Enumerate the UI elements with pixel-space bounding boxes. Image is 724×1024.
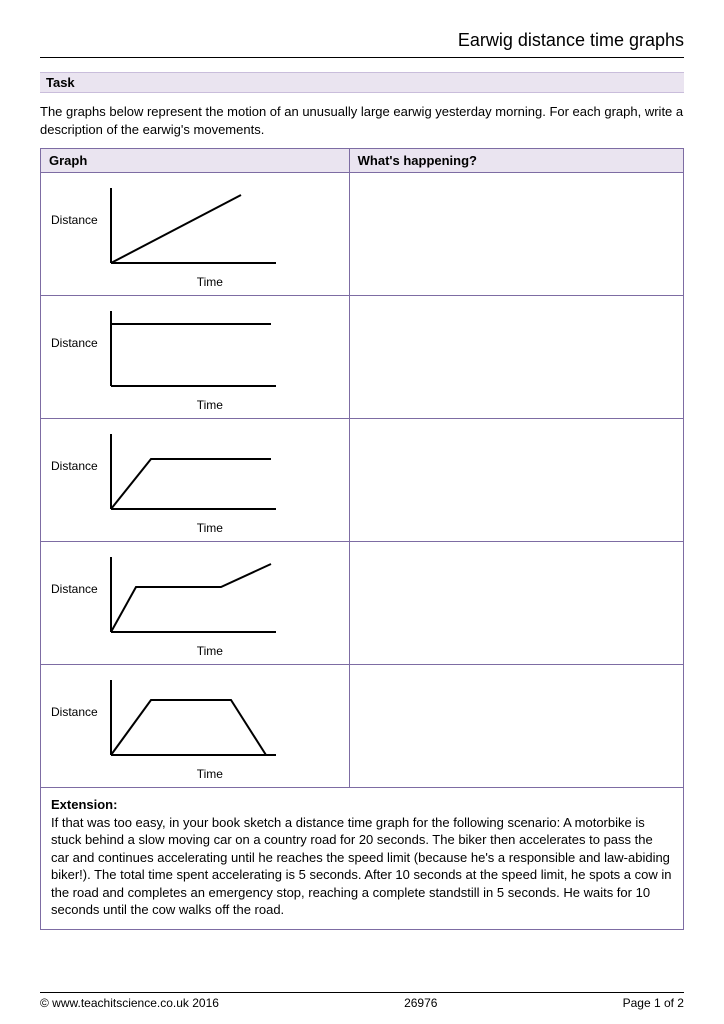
axis-y-label: Distance: [51, 582, 98, 596]
graph-wrap: Distance: [51, 675, 339, 765]
extension-cell: Extension: If that was too easy, in your…: [41, 788, 684, 930]
data-line: [111, 195, 241, 263]
answer-cell: [349, 419, 683, 542]
footer-copyright: © www.teachitscience.co.uk 2016: [40, 996, 219, 1010]
table-row: Distance Time: [41, 542, 684, 665]
intro-text: The graphs below represent the motion of…: [40, 103, 684, 138]
axis-x-label: Time: [81, 767, 339, 781]
graph-wrap: Distance: [51, 429, 339, 519]
axis-x-label: Time: [81, 644, 339, 658]
task-heading: Task: [40, 72, 684, 93]
data-line: [111, 700, 266, 755]
data-line: [111, 459, 271, 509]
distance-time-chart: [81, 306, 281, 396]
axis-x-label: Time: [81, 275, 339, 289]
answer-cell: [349, 296, 683, 419]
table-body: DistanceTimeDistanceTimeDistanceTimeDist…: [41, 173, 684, 788]
worksheet-table: Graph What's happening? DistanceTimeDist…: [40, 148, 684, 930]
footer-doc-id: 26976: [404, 996, 437, 1010]
graph-cell: Distance Time: [41, 542, 350, 665]
col-header-graph: Graph: [41, 149, 350, 173]
title-rule: [40, 57, 684, 58]
table-row: Distance Time: [41, 419, 684, 542]
graph-wrap: Distance: [51, 552, 339, 642]
graph-wrap: Distance: [51, 183, 339, 273]
graph-cell: Distance Time: [41, 665, 350, 788]
graph-cell: Distance Time: [41, 296, 350, 419]
table-row: Distance Time: [41, 173, 684, 296]
answer-cell: [349, 665, 683, 788]
axis-y-label: Distance: [51, 459, 98, 473]
answer-cell: [349, 173, 683, 296]
axis-y-label: Distance: [51, 336, 98, 350]
table-row: Distance Time: [41, 665, 684, 788]
col-header-whats-happening: What's happening?: [349, 149, 683, 173]
table-header-row: Graph What's happening?: [41, 149, 684, 173]
axis-y-label: Distance: [51, 705, 98, 719]
footer-page: Page 1 of 2: [623, 996, 684, 1010]
data-line: [111, 564, 271, 632]
distance-time-chart: [81, 429, 281, 519]
document-title: Earwig distance time graphs: [40, 30, 684, 51]
axis-x-label: Time: [81, 398, 339, 412]
distance-time-chart: [81, 675, 281, 765]
distance-time-chart: [81, 183, 281, 273]
graph-wrap: Distance: [51, 306, 339, 396]
footer-rule: [40, 992, 684, 993]
extension-row: Extension: If that was too easy, in your…: [41, 788, 684, 930]
page-content: Earwig distance time graphs Task The gra…: [0, 0, 724, 930]
extension-heading: Extension:: [51, 797, 117, 812]
axis-y-label: Distance: [51, 213, 98, 227]
extension-body: If that was too easy, in your book sketc…: [51, 815, 671, 918]
graph-cell: Distance Time: [41, 173, 350, 296]
distance-time-chart: [81, 552, 281, 642]
axis-x-label: Time: [81, 521, 339, 535]
graph-cell: Distance Time: [41, 419, 350, 542]
table-row: Distance Time: [41, 296, 684, 419]
page-footer: © www.teachitscience.co.uk 2016 26976 Pa…: [40, 992, 684, 1010]
answer-cell: [349, 542, 683, 665]
